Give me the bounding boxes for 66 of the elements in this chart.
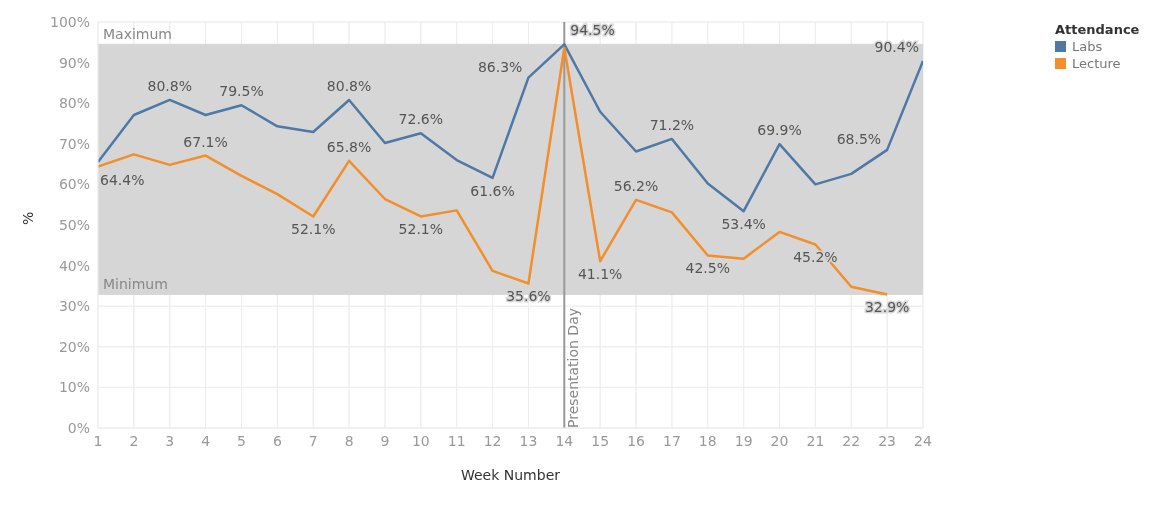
- y-axis-title: %: [19, 211, 36, 225]
- x-tick-label: 24: [914, 432, 932, 449]
- x-tick-label: 14: [555, 432, 574, 449]
- x-tick-label: 10: [411, 432, 430, 449]
- data-label: 68.5%: [836, 130, 882, 147]
- legend-label: Labs: [1071, 39, 1104, 54]
- y-tick-label: 70%: [58, 135, 90, 152]
- data-label: 52.1%: [290, 221, 336, 238]
- x-tick-label: 15: [591, 432, 610, 449]
- y-tick-label: 0%: [67, 419, 90, 436]
- data-label: 86.3%: [477, 58, 523, 75]
- y-tick-label: 50%: [58, 216, 90, 233]
- data-label: 42.5%: [685, 260, 731, 277]
- x-tick-label: 9: [380, 432, 390, 449]
- data-label: 41.1%: [577, 266, 623, 283]
- data-label: 61.6%: [470, 182, 515, 199]
- data-label: 65.8%: [326, 138, 372, 155]
- data-label: 79.5%: [219, 83, 264, 100]
- x-tick-label: 12: [483, 432, 502, 449]
- y-tick-label: 100%: [49, 13, 90, 30]
- y-tick-label: 20%: [58, 338, 90, 355]
- x-tick-label: 11: [447, 432, 466, 449]
- data-label: 94.5%: [570, 22, 615, 39]
- data-label: 67.1%: [183, 133, 228, 150]
- data-label: 69.9%: [757, 122, 802, 139]
- y-tick-label: 60%: [58, 176, 90, 193]
- y-tick-label: 80%: [58, 95, 90, 112]
- x-tick-label: 20: [770, 432, 789, 449]
- data-label: 56.2%: [613, 177, 659, 194]
- y-tick-label: 90%: [58, 54, 90, 71]
- x-tick-label: 5: [237, 432, 246, 449]
- ref-line-label: Maximum: [103, 26, 172, 43]
- x-tick-label: 13: [519, 432, 538, 449]
- x-axis-title: Week Number: [460, 467, 561, 483]
- x-tick-label: 22: [842, 432, 861, 449]
- x-tick-label: 21: [806, 432, 825, 449]
- data-label: 72.6%: [398, 111, 444, 128]
- data-label: 90.4%: [874, 38, 919, 55]
- x-tick-label: 23: [878, 432, 897, 449]
- x-tick-label: 16: [627, 432, 646, 449]
- x-tick-label: 2: [129, 432, 139, 449]
- legend-label: Lecture: [1071, 56, 1122, 71]
- y-tick-label: 10%: [58, 379, 90, 396]
- line-series: [98, 43, 923, 213]
- data-label: 80.8%: [326, 77, 372, 94]
- x-tick-label: 17: [663, 432, 681, 449]
- x-tick-label: 7: [308, 432, 318, 449]
- data-label: 64.4%: [100, 171, 145, 188]
- data-label: 32.9%: [864, 299, 910, 316]
- ref-line-label: Presentation Day: [565, 307, 582, 428]
- data-label: 80.8%: [147, 77, 192, 94]
- x-tick-label: 8: [344, 432, 354, 449]
- x-tick-label: 4: [201, 432, 211, 449]
- x-tick-label: 6: [272, 432, 282, 449]
- data-label: 52.1%: [398, 221, 444, 238]
- data-label: 53.4%: [721, 216, 766, 233]
- y-tick-label: 30%: [58, 298, 90, 315]
- y-tick-label: 40%: [58, 257, 90, 274]
- x-tick-label: 18: [698, 432, 717, 449]
- x-tick-label: 19: [734, 432, 753, 449]
- x-tick-label: 1: [93, 432, 103, 449]
- x-tick-label: 3: [165, 432, 175, 449]
- legend-title: Attendance: [1055, 22, 1141, 37]
- data-label: 35.6%: [506, 288, 551, 305]
- data-label: 71.2%: [649, 116, 695, 133]
- ref-line-label: Minimum: [103, 276, 168, 293]
